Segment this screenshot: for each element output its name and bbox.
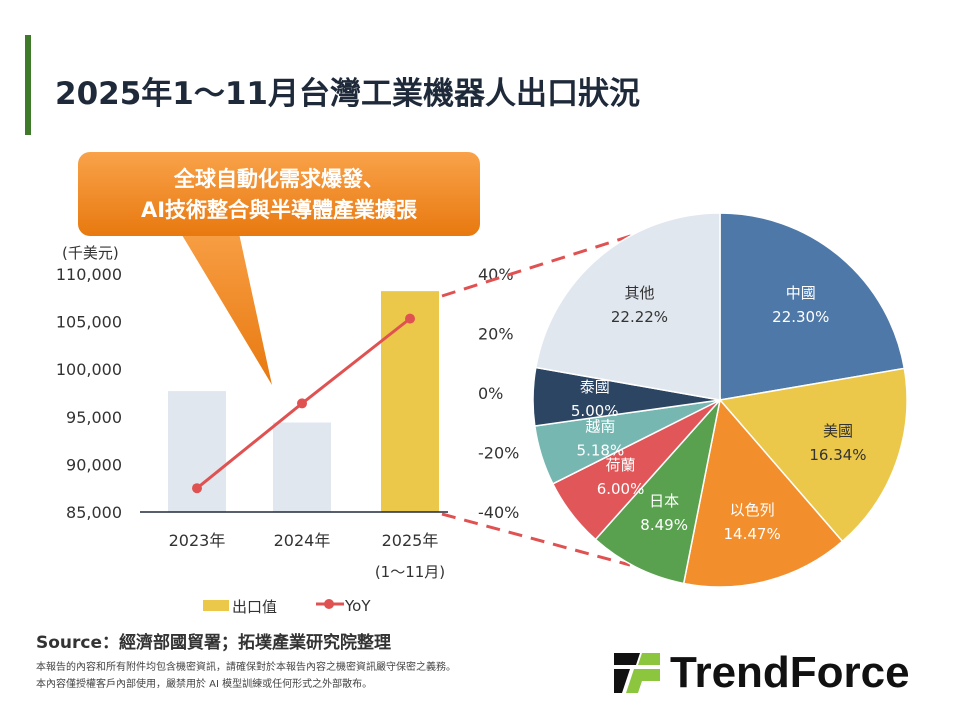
pie-label: 越南 bbox=[585, 417, 615, 435]
pie-slice bbox=[718, 367, 908, 543]
pie-value-label: 8.49% bbox=[640, 516, 688, 534]
y2-tick-label: 0% bbox=[478, 384, 503, 403]
bar bbox=[381, 291, 439, 512]
bar bbox=[168, 391, 226, 512]
pie-label: 其他 bbox=[624, 284, 654, 302]
y-tick-label: 90,000 bbox=[66, 455, 122, 474]
pie-slice bbox=[594, 397, 722, 585]
page-title: 2025年1～11月台灣工業機器人出口狀況 bbox=[55, 76, 640, 112]
y2-tick-label: 20% bbox=[478, 325, 514, 344]
pie-value-label: 6.00% bbox=[597, 480, 645, 498]
y-tick-label: 105,000 bbox=[56, 313, 122, 332]
x-tick-label: 2023年 bbox=[169, 531, 226, 550]
y-axis-label: (千美元) bbox=[62, 244, 119, 262]
logo-text: TrendForce bbox=[670, 648, 910, 697]
pie-value-label: 5.18% bbox=[577, 441, 625, 459]
trendforce-logo: TrendForce bbox=[612, 648, 910, 698]
y-tick-label: 110,000 bbox=[56, 265, 122, 284]
y-tick-label: 100,000 bbox=[56, 360, 122, 379]
pie-value-label: 22.22% bbox=[611, 308, 668, 326]
y-tick-label: 85,000 bbox=[66, 503, 122, 522]
x-tick-label: 2025年 bbox=[382, 531, 439, 550]
accent-bar bbox=[25, 35, 31, 135]
pie-label: 以色列 bbox=[730, 501, 775, 519]
legend-marker bbox=[324, 599, 334, 609]
pie-value-label: 16.34% bbox=[809, 446, 866, 464]
pie-label: 日本 bbox=[649, 492, 679, 510]
x-tick-sublabel: (1～11月) bbox=[375, 563, 445, 581]
legend-label-line: YoY bbox=[344, 597, 371, 615]
legend-swatch-bar bbox=[203, 600, 229, 611]
disclaimer-1: 本報告的內容和所有附件均包含機密資訊，請確保對於本報告內容之機密資訊嚴守保密之義… bbox=[36, 662, 456, 673]
pie-slice bbox=[682, 398, 844, 588]
yoy-point bbox=[297, 398, 307, 409]
callout-pointer bbox=[170, 215, 272, 385]
connector-bottom bbox=[441, 512, 631, 567]
yoy-point bbox=[192, 483, 202, 494]
callout-line-2: AI技術整合與半導體產業擴張 bbox=[141, 198, 418, 222]
pie-slice bbox=[534, 212, 721, 401]
callout-line-1: 全球自動化需求爆發、 bbox=[173, 167, 384, 191]
pie-label: 中國 bbox=[786, 284, 816, 302]
pie-label: 荷蘭 bbox=[606, 456, 636, 474]
x-tick-label: 2024年 bbox=[274, 531, 331, 550]
y-tick-label: 95,000 bbox=[66, 408, 122, 427]
pie-value-label: 14.47% bbox=[724, 525, 781, 543]
y2-tick-label: -40% bbox=[478, 503, 519, 522]
yoy-point bbox=[405, 313, 415, 324]
y2-tick-label: -20% bbox=[478, 444, 519, 463]
pie-label: 美國 bbox=[823, 422, 853, 440]
pie-label: 泰國 bbox=[580, 378, 610, 396]
disclaimer-2: 本內容僅授權客戶內部使用，嚴禁用於 AI 模型訓練或任何形式之外部散布。 bbox=[36, 679, 373, 690]
source-text: Source：經濟部國貿署；拓墣產業研究院整理 bbox=[36, 633, 392, 653]
connector-top bbox=[441, 231, 641, 298]
callout-box bbox=[78, 152, 480, 236]
pie-value-label: 22.30% bbox=[772, 308, 829, 326]
pie-value-label: 5.00% bbox=[571, 402, 619, 420]
bar bbox=[273, 422, 331, 512]
pie-slice bbox=[719, 212, 906, 401]
legend-label-bar: 出口值 bbox=[232, 598, 277, 616]
y2-tick-label: 40% bbox=[478, 265, 514, 284]
